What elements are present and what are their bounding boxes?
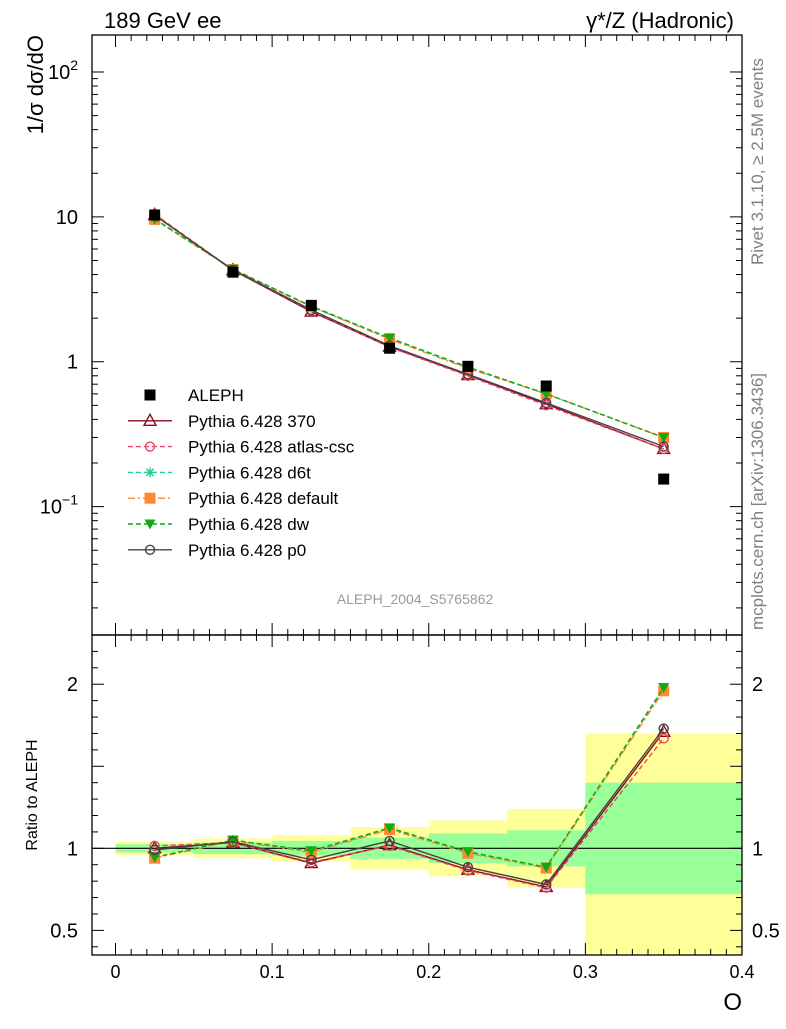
right-title: γ*/Z (Hadronic): [586, 8, 734, 33]
legend-label-dw: Pythia 6.428 dw: [188, 515, 310, 534]
legend-marker-p0: [144, 544, 156, 555]
ratio-series-marker-p0-1: [227, 836, 239, 847]
ratio-y-tick-label-right-1: 1: [752, 838, 763, 860]
main-y-tick-label-2: 1: [67, 352, 78, 374]
data-point-0: [149, 209, 161, 221]
ratio-series-marker-dw-6: [658, 683, 670, 694]
data-point-4: [462, 360, 474, 372]
left-title: 189 GeV ee: [104, 8, 221, 33]
main-y-tick-exp-0: 2: [70, 57, 78, 73]
main-series-marker-p370-4: [460, 367, 476, 381]
ratio-series-line-p0: [154, 728, 665, 886]
legend-marker-p370: [142, 412, 158, 426]
ratio-y-tick-label-right-0: 2: [752, 674, 763, 696]
watermark: ALEPH_2004_S5765862: [337, 591, 494, 607]
main-y-tick-base-3: 10: [40, 497, 62, 519]
ratio-series-marker-p0-4: [462, 862, 474, 873]
ratio-y-tick-label-right-2: 0.5: [752, 920, 780, 942]
main-y-axis-label: 1/σ dσ/dO: [23, 35, 48, 134]
x-tick-label-4: 0.4: [729, 962, 754, 982]
main-series-marker-dw-3: [384, 333, 396, 344]
ratio-series-marker-atlascsc-5: [541, 882, 552, 893]
legend-marker-d6t: [145, 467, 155, 478]
legend-label-data: ALEPH: [188, 386, 244, 405]
ratio-series-marker-p370-6: [656, 723, 671, 738]
ratio-y-tick-label-left-2: 0.5: [50, 920, 78, 942]
ratio-series-marker-p0-3: [384, 835, 395, 847]
data-point-5: [540, 380, 552, 392]
x-axis-label: O: [723, 989, 742, 1016]
main-y-tick-base-0: 10: [48, 62, 70, 84]
ratio-series-marker-p370-4: [460, 861, 476, 875]
ratio-series-marker-dw-2: [305, 846, 317, 857]
data-point-2: [305, 299, 317, 311]
main-series-marker-dw-5: [540, 389, 552, 400]
main-y-tick-base-1: 10: [56, 207, 78, 229]
main-series-marker-p0-6: [658, 441, 669, 452]
legend-label-d6t: Pythia 6.428 d6t: [188, 463, 311, 482]
ratio-series-marker-p0-6: [658, 723, 669, 734]
legend-marker-data: [144, 389, 156, 401]
x-tick-label-0: 0: [110, 962, 120, 982]
x-tick-label-2: 0.2: [416, 962, 441, 982]
main-series-marker-p0-5: [541, 397, 552, 409]
legend-label-p0: Pythia 6.428 p0: [188, 541, 306, 560]
data-point-6: [658, 473, 670, 485]
legend-label-p370: Pythia 6.428 370: [188, 412, 316, 431]
ratio-panel-frame: [91, 634, 743, 956]
legend-label-atlascsc: Pythia 6.428 atlas-csc: [188, 438, 355, 457]
main-series-marker-p370-5: [539, 396, 554, 410]
band-inner-6: [585, 782, 742, 895]
url-note: mcplots.cern.ch [arXiv:1306.3436]: [748, 373, 767, 630]
ratio-series-marker-atlascsc-0: [149, 840, 160, 852]
legend-marker-atlascsc: [144, 441, 156, 452]
main-y-tick-exp-3: −1: [62, 492, 78, 508]
main-y-tick-label-0: 102: [48, 57, 78, 84]
ratio-y-tick-label-left-1: 1: [67, 838, 78, 860]
main-y-tick-label-1: 10: [56, 207, 78, 229]
ratio-series-marker-dw-0: [149, 852, 161, 863]
data-point-3: [384, 342, 396, 354]
legend-marker-dw: [144, 519, 156, 530]
rivet-note: Rivet 3.1.10, ≥ 2.5M events: [748, 58, 767, 265]
x-tick-label-3: 0.3: [573, 962, 598, 982]
ratio-series-marker-atlascsc-4: [462, 865, 474, 876]
ratio-series-marker-p0-0: [149, 844, 160, 856]
data-point-1: [227, 266, 239, 278]
ratio-series-marker-dw-5: [540, 862, 552, 873]
main-series-marker-dw-6: [658, 433, 670, 444]
ratio-series-line-atlascsc: [154, 737, 665, 889]
main-y-tick-label-3: 10−1: [40, 492, 78, 519]
ratio-y-axis-label: Ratio to ALEPH: [24, 739, 41, 850]
ratio-series-marker-p0-5: [541, 879, 552, 890]
main-y-tick-base-2: 1: [67, 352, 78, 374]
x-tick-label-1: 0.1: [260, 962, 285, 982]
legend-label-default: Pythia 6.428 default: [188, 489, 339, 508]
ratio-y-tick-label-left-0: 2: [67, 674, 78, 696]
ratio-series-marker-atlascsc-6: [658, 733, 669, 744]
ratio-series-marker-dw-3: [384, 823, 396, 834]
ratio-series-marker-p370-5: [539, 878, 554, 893]
legend-marker-default: [144, 492, 156, 504]
ratio-series-marker-dw-4: [462, 847, 474, 858]
ratio-series-marker-p0-2: [306, 854, 317, 866]
